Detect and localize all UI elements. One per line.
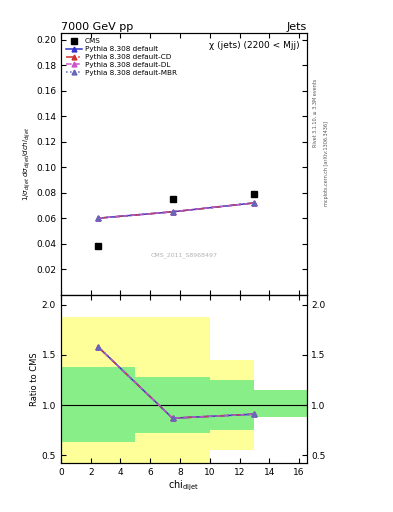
Pythia 8.308 default-DL <box>96 215 101 221</box>
Pythia 8.308 default <box>96 215 101 221</box>
Pythia 8.308 default-DL <box>170 209 175 215</box>
X-axis label: chi$_\mathregular{dijet}$: chi$_\mathregular{dijet}$ <box>168 479 199 493</box>
Pythia 8.308 default-MBR <box>96 215 101 221</box>
Pythia 8.308 default-MBR <box>170 209 175 215</box>
Line: CMS: CMS <box>95 191 257 249</box>
CMS <box>96 243 101 249</box>
Text: mcplots.cern.ch [arXiv:1306.3436]: mcplots.cern.ch [arXiv:1306.3436] <box>324 121 329 206</box>
Text: CMS_2011_S8968497: CMS_2011_S8968497 <box>150 252 217 259</box>
Line: Pythia 8.308 default-CD: Pythia 8.308 default-CD <box>96 201 257 221</box>
Pythia 8.308 default-DL <box>252 200 257 206</box>
Pythia 8.308 default-MBR <box>252 200 257 206</box>
Text: Rivet 3.1.10, ≥ 3.3M events: Rivet 3.1.10, ≥ 3.3M events <box>312 78 318 147</box>
Pythia 8.308 default-CD <box>96 215 101 221</box>
Line: Pythia 8.308 default: Pythia 8.308 default <box>96 201 257 221</box>
CMS <box>252 191 257 197</box>
Line: Pythia 8.308 default-DL: Pythia 8.308 default-DL <box>96 201 257 221</box>
Text: 7000 GeV pp: 7000 GeV pp <box>61 22 133 32</box>
Line: Pythia 8.308 default-MBR: Pythia 8.308 default-MBR <box>96 201 257 221</box>
Pythia 8.308 default-CD <box>170 209 175 215</box>
Text: χ (jets) (2200 < Mjj): χ (jets) (2200 < Mjj) <box>209 41 299 50</box>
Pythia 8.308 default <box>252 200 257 206</box>
Y-axis label: Ratio to CMS: Ratio to CMS <box>30 352 39 406</box>
Text: Jets: Jets <box>286 22 307 32</box>
CMS <box>170 196 175 202</box>
Pythia 8.308 default-CD <box>252 200 257 206</box>
Legend: CMS, Pythia 8.308 default, Pythia 8.308 default-CD, Pythia 8.308 default-DL, Pyt: CMS, Pythia 8.308 default, Pythia 8.308 … <box>64 37 178 77</box>
Pythia 8.308 default <box>170 209 175 215</box>
Y-axis label: $1/\sigma_{dijet}\ d\sigma_{dijet}/dchi_{dijet}$: $1/\sigma_{dijet}\ d\sigma_{dijet}/dchi_… <box>22 127 33 201</box>
